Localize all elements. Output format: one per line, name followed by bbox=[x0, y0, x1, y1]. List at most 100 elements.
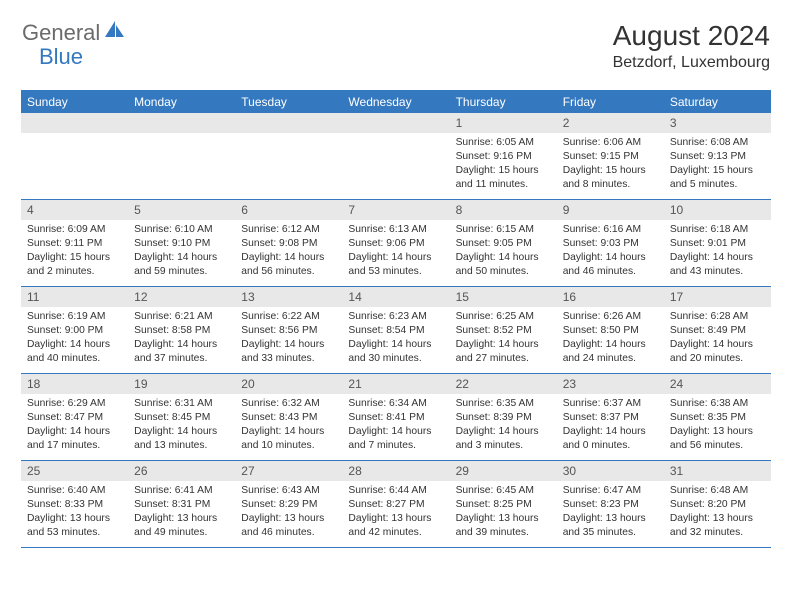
day-content bbox=[235, 133, 342, 141]
sunset-text: Sunset: 8:47 PM bbox=[27, 411, 122, 425]
calendar-day: 1Sunrise: 6:05 AMSunset: 9:16 PMDaylight… bbox=[450, 113, 557, 199]
daylight-text: and 40 minutes. bbox=[27, 352, 122, 366]
daylight-text: and 56 minutes. bbox=[241, 265, 336, 279]
day-content: Sunrise: 6:22 AMSunset: 8:56 PMDaylight:… bbox=[235, 307, 342, 371]
calendar-day: 28Sunrise: 6:44 AMSunset: 8:27 PMDayligh… bbox=[342, 461, 449, 547]
sunset-text: Sunset: 8:56 PM bbox=[241, 324, 336, 338]
weekday-header: Thursday bbox=[450, 91, 557, 113]
day-content: Sunrise: 6:19 AMSunset: 9:00 PMDaylight:… bbox=[21, 307, 128, 371]
calendar-day bbox=[128, 113, 235, 199]
calendar: Sunday Monday Tuesday Wednesday Thursday… bbox=[21, 90, 771, 548]
day-number bbox=[21, 113, 128, 133]
daylight-text: Daylight: 14 hours bbox=[563, 425, 658, 439]
day-number: 27 bbox=[235, 461, 342, 481]
sunrise-text: Sunrise: 6:23 AM bbox=[348, 310, 443, 324]
calendar-day: 26Sunrise: 6:41 AMSunset: 8:31 PMDayligh… bbox=[128, 461, 235, 547]
day-content: Sunrise: 6:13 AMSunset: 9:06 PMDaylight:… bbox=[342, 220, 449, 284]
calendar-day: 2Sunrise: 6:06 AMSunset: 9:15 PMDaylight… bbox=[557, 113, 664, 199]
calendar-day: 9Sunrise: 6:16 AMSunset: 9:03 PMDaylight… bbox=[557, 200, 664, 286]
day-content: Sunrise: 6:05 AMSunset: 9:16 PMDaylight:… bbox=[450, 133, 557, 197]
calendar-day: 12Sunrise: 6:21 AMSunset: 8:58 PMDayligh… bbox=[128, 287, 235, 373]
weekday-header: Monday bbox=[128, 91, 235, 113]
day-content: Sunrise: 6:09 AMSunset: 9:11 PMDaylight:… bbox=[21, 220, 128, 284]
sunset-text: Sunset: 8:43 PM bbox=[241, 411, 336, 425]
sunrise-text: Sunrise: 6:22 AM bbox=[241, 310, 336, 324]
daylight-text: Daylight: 14 hours bbox=[348, 338, 443, 352]
day-number bbox=[128, 113, 235, 133]
day-content: Sunrise: 6:25 AMSunset: 8:52 PMDaylight:… bbox=[450, 307, 557, 371]
day-number: 26 bbox=[128, 461, 235, 481]
sunset-text: Sunset: 8:37 PM bbox=[563, 411, 658, 425]
sunset-text: Sunset: 9:01 PM bbox=[670, 237, 765, 251]
sunrise-text: Sunrise: 6:10 AM bbox=[134, 223, 229, 237]
sunrise-text: Sunrise: 6:13 AM bbox=[348, 223, 443, 237]
day-number: 1 bbox=[450, 113, 557, 133]
daylight-text: and 33 minutes. bbox=[241, 352, 336, 366]
daylight-text: and 46 minutes. bbox=[563, 265, 658, 279]
day-number: 10 bbox=[664, 200, 771, 220]
day-content bbox=[342, 133, 449, 141]
day-content: Sunrise: 6:29 AMSunset: 8:47 PMDaylight:… bbox=[21, 394, 128, 458]
title-block: August 2024 Betzdorf, Luxembourg bbox=[613, 20, 770, 72]
day-content: Sunrise: 6:31 AMSunset: 8:45 PMDaylight:… bbox=[128, 394, 235, 458]
daylight-text: Daylight: 14 hours bbox=[134, 338, 229, 352]
calendar-day: 6Sunrise: 6:12 AMSunset: 9:08 PMDaylight… bbox=[235, 200, 342, 286]
day-number: 6 bbox=[235, 200, 342, 220]
daylight-text: and 5 minutes. bbox=[670, 178, 765, 192]
day-number: 22 bbox=[450, 374, 557, 394]
sunset-text: Sunset: 9:10 PM bbox=[134, 237, 229, 251]
daylight-text: and 43 minutes. bbox=[670, 265, 765, 279]
sunset-text: Sunset: 9:06 PM bbox=[348, 237, 443, 251]
day-content: Sunrise: 6:48 AMSunset: 8:20 PMDaylight:… bbox=[664, 481, 771, 545]
daylight-text: Daylight: 14 hours bbox=[27, 338, 122, 352]
sunset-text: Sunset: 8:35 PM bbox=[670, 411, 765, 425]
day-number: 29 bbox=[450, 461, 557, 481]
daylight-text: and 37 minutes. bbox=[134, 352, 229, 366]
weekday-header: Saturday bbox=[664, 91, 771, 113]
sunrise-text: Sunrise: 6:48 AM bbox=[670, 484, 765, 498]
sunrise-text: Sunrise: 6:21 AM bbox=[134, 310, 229, 324]
sunrise-text: Sunrise: 6:29 AM bbox=[27, 397, 122, 411]
weekday-header-row: Sunday Monday Tuesday Wednesday Thursday… bbox=[21, 91, 771, 113]
daylight-text: and 42 minutes. bbox=[348, 526, 443, 540]
daylight-text: Daylight: 14 hours bbox=[241, 338, 336, 352]
daylight-text: Daylight: 14 hours bbox=[348, 425, 443, 439]
sunset-text: Sunset: 9:11 PM bbox=[27, 237, 122, 251]
sunrise-text: Sunrise: 6:41 AM bbox=[134, 484, 229, 498]
daylight-text: Daylight: 13 hours bbox=[563, 512, 658, 526]
day-number: 15 bbox=[450, 287, 557, 307]
calendar-day: 19Sunrise: 6:31 AMSunset: 8:45 PMDayligh… bbox=[128, 374, 235, 460]
daylight-text: and 2 minutes. bbox=[27, 265, 122, 279]
day-number: 7 bbox=[342, 200, 449, 220]
sunset-text: Sunset: 8:39 PM bbox=[456, 411, 551, 425]
daylight-text: and 20 minutes. bbox=[670, 352, 765, 366]
sunrise-text: Sunrise: 6:35 AM bbox=[456, 397, 551, 411]
sunset-text: Sunset: 8:25 PM bbox=[456, 498, 551, 512]
day-number bbox=[235, 113, 342, 133]
day-number: 12 bbox=[128, 287, 235, 307]
sunrise-text: Sunrise: 6:44 AM bbox=[348, 484, 443, 498]
calendar-day: 29Sunrise: 6:45 AMSunset: 8:25 PMDayligh… bbox=[450, 461, 557, 547]
day-number: 16 bbox=[557, 287, 664, 307]
sunset-text: Sunset: 8:52 PM bbox=[456, 324, 551, 338]
day-content bbox=[128, 133, 235, 141]
daylight-text: and 53 minutes. bbox=[348, 265, 443, 279]
sunrise-text: Sunrise: 6:43 AM bbox=[241, 484, 336, 498]
sunset-text: Sunset: 8:45 PM bbox=[134, 411, 229, 425]
logo-text-general: General bbox=[22, 20, 100, 46]
calendar-day: 7Sunrise: 6:13 AMSunset: 9:06 PMDaylight… bbox=[342, 200, 449, 286]
day-content: Sunrise: 6:08 AMSunset: 9:13 PMDaylight:… bbox=[664, 133, 771, 197]
daylight-text: and 11 minutes. bbox=[456, 178, 551, 192]
sunrise-text: Sunrise: 6:25 AM bbox=[456, 310, 551, 324]
calendar-week: 18Sunrise: 6:29 AMSunset: 8:47 PMDayligh… bbox=[21, 374, 771, 461]
day-number bbox=[342, 113, 449, 133]
calendar-week: 11Sunrise: 6:19 AMSunset: 9:00 PMDayligh… bbox=[21, 287, 771, 374]
sunset-text: Sunset: 9:15 PM bbox=[563, 150, 658, 164]
calendar-day: 4Sunrise: 6:09 AMSunset: 9:11 PMDaylight… bbox=[21, 200, 128, 286]
day-number: 11 bbox=[21, 287, 128, 307]
daylight-text: and 13 minutes. bbox=[134, 439, 229, 453]
logo: General Blue bbox=[22, 20, 126, 46]
daylight-text: and 56 minutes. bbox=[670, 439, 765, 453]
calendar-day: 10Sunrise: 6:18 AMSunset: 9:01 PMDayligh… bbox=[664, 200, 771, 286]
day-content: Sunrise: 6:40 AMSunset: 8:33 PMDaylight:… bbox=[21, 481, 128, 545]
